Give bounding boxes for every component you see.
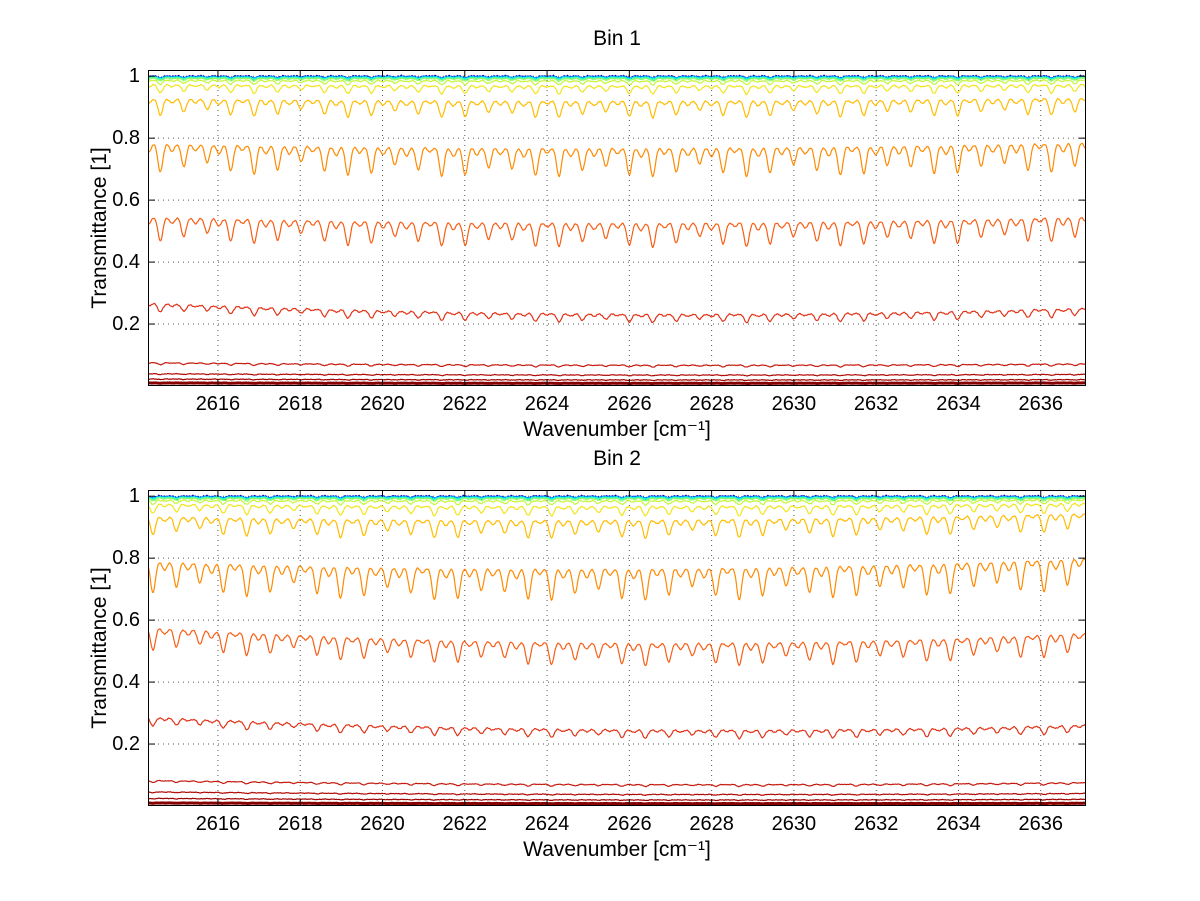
y-tick-label: 1 (128, 65, 140, 88)
y-tick-label: 0.2 (112, 733, 140, 756)
x-tick-label: 2636 (1018, 393, 1063, 415)
plot-canvas-bin1 (148, 70, 1086, 386)
y-tick-label: 0.6 (112, 189, 140, 212)
x-tick-label: 2632 (853, 813, 899, 835)
x-tick-label: 2634 (936, 393, 981, 415)
x-axis-label-bin2: Wavenumber [cm⁻¹] (523, 838, 711, 861)
y-tick-label: 0.8 (112, 127, 140, 150)
x-tick-label: 2622 (442, 393, 488, 415)
plot-title-bin2: Bin 2 (593, 447, 641, 470)
x-tick-label: 2624 (524, 393, 570, 415)
x-tick-label: 2628 (689, 813, 734, 835)
x-tick-label: 2636 (1018, 813, 1063, 835)
plot-title-bin1: Bin 1 (593, 27, 641, 50)
y-tick-label: 0.6 (112, 609, 140, 632)
x-tick-label: 2632 (853, 393, 899, 415)
y-tick-label: 0.8 (112, 547, 140, 570)
x-tick-label: 2630 (771, 813, 817, 835)
y-axis-label-bin1: Transmittance [1] (88, 147, 111, 309)
y-tick-label: 0.4 (112, 671, 140, 694)
x-tick-label: 2628 (689, 393, 734, 415)
x-tick-label: 2626 (607, 393, 652, 415)
x-tick-label: 2616 (195, 813, 241, 835)
x-axis-label-bin1: Wavenumber [cm⁻¹] (523, 418, 711, 441)
y-tick-label: 1 (128, 485, 140, 508)
x-tick-label: 2634 (936, 813, 981, 835)
x-tick-label: 2618 (277, 393, 323, 415)
x-tick-label: 2622 (442, 813, 488, 835)
x-tick-label: 2624 (524, 813, 570, 835)
x-tick-label: 2620 (360, 813, 405, 835)
y-axis-label-bin2: Transmittance [1] (88, 567, 111, 729)
x-tick-label: 2620 (360, 393, 405, 415)
y-tick-label: 0.2 (112, 313, 140, 336)
x-tick-label: 2616 (195, 393, 241, 415)
plot-canvas-bin2 (148, 490, 1086, 806)
x-tick-label: 2618 (277, 813, 323, 835)
x-tick-label: 2626 (607, 813, 652, 835)
y-tick-label: 0.4 (112, 251, 140, 274)
x-tick-label: 2630 (771, 393, 817, 415)
